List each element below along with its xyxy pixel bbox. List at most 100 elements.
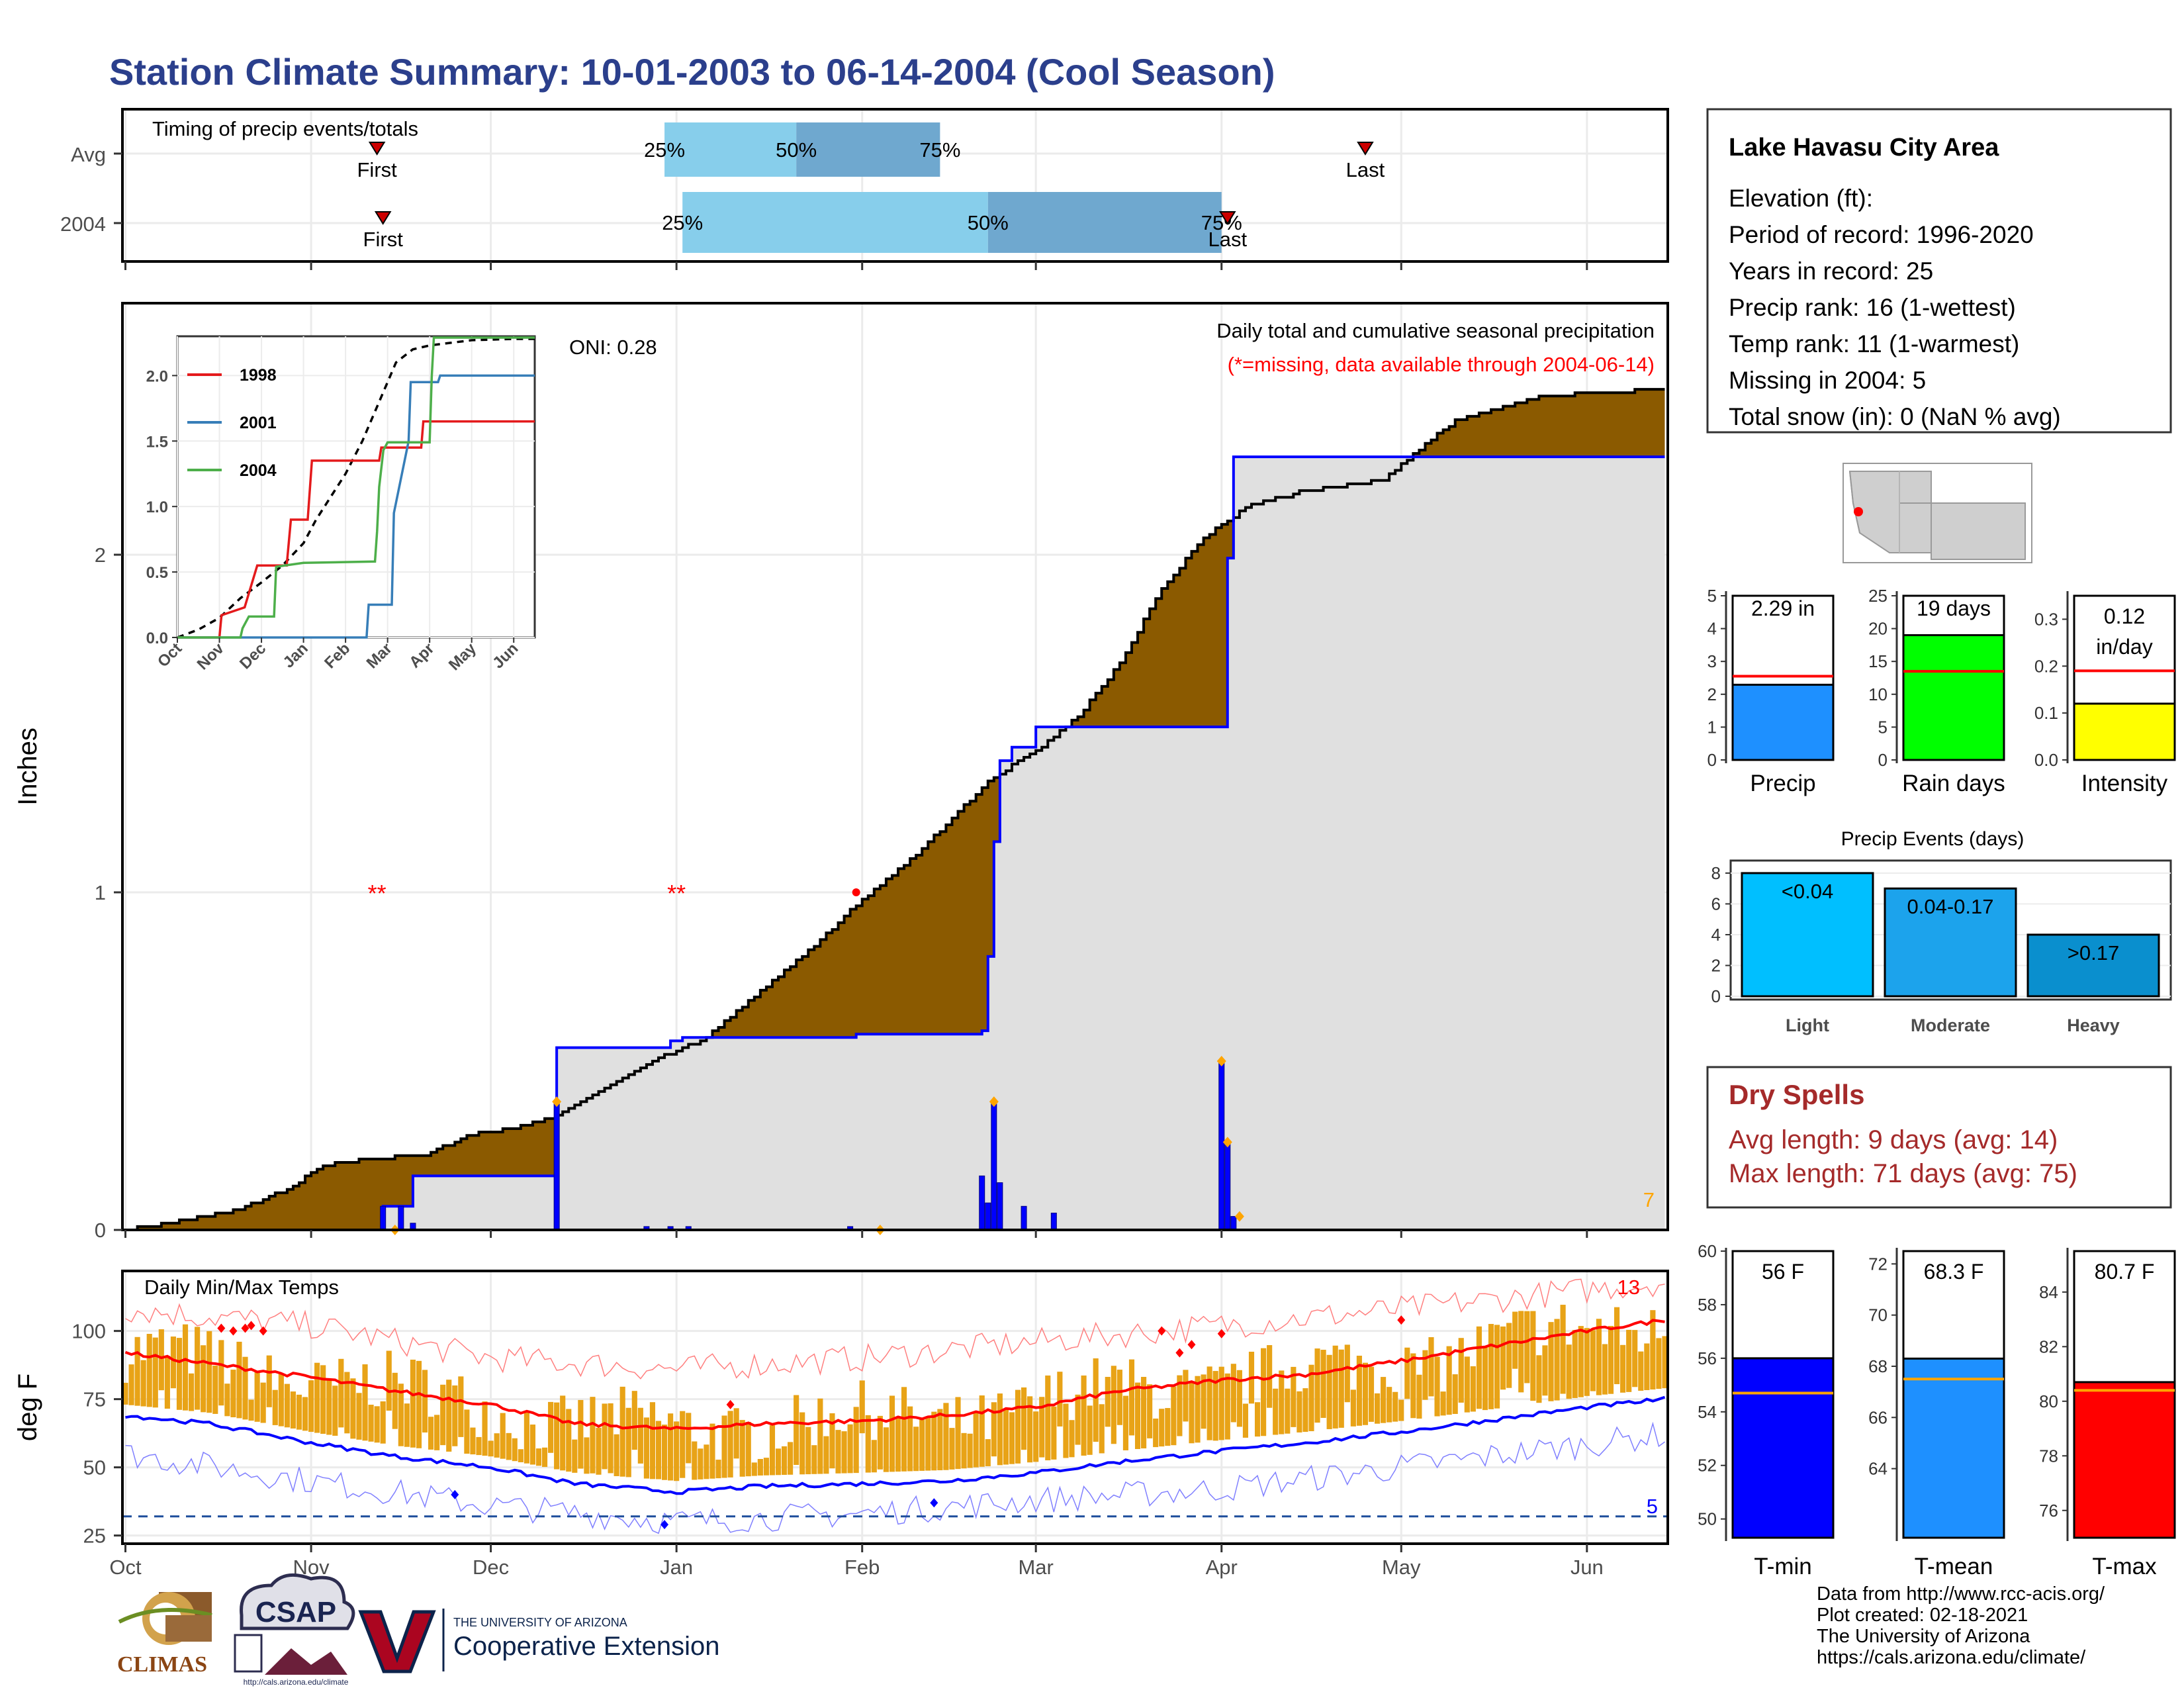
daily-temp-bar <box>1500 1326 1506 1390</box>
temp-bar-tick-label: 50 <box>1698 1509 1717 1529</box>
daily-temp-bar <box>1530 1311 1536 1401</box>
daily-temp-bar <box>446 1380 452 1452</box>
daily-temp-bar <box>674 1421 680 1481</box>
inset-legend-label: 2004 <box>240 461 277 480</box>
daily-precip-bar <box>997 1182 1003 1231</box>
daily-temp-bar <box>1206 1366 1212 1440</box>
daily-temp-bar <box>398 1383 404 1446</box>
daily-temp-bar <box>1362 1362 1369 1425</box>
record-max-line <box>125 1278 1665 1380</box>
daily-temp-bar <box>698 1448 704 1479</box>
daily-temp-bar <box>829 1413 835 1469</box>
daily-temp-bar <box>158 1329 164 1391</box>
info-line: Precip rank: 16 (1-wettest) <box>1729 294 2016 321</box>
daily-temp-bar <box>1051 1406 1057 1460</box>
month-tick-label: Dec <box>473 1556 509 1579</box>
daily-temp-bar <box>248 1399 254 1421</box>
daily-temp-bar <box>506 1432 512 1460</box>
record-precip-marker <box>552 1096 562 1107</box>
record-high-marker <box>229 1326 238 1336</box>
daily-temp-bar <box>152 1337 158 1408</box>
record-high-marker <box>1158 1326 1166 1336</box>
daily-temp-bar <box>979 1395 985 1467</box>
daily-temp-bar <box>841 1431 847 1474</box>
daily-temp-bar <box>1320 1350 1326 1418</box>
daily-temp-bar <box>643 1417 649 1479</box>
missing-day-marker: ** <box>368 880 387 907</box>
csap-logo: CSAP http://cals.arizona.edu/climate <box>234 1573 355 1687</box>
missing-day-marker: ** <box>667 880 686 907</box>
inset-ytick-label: 0.5 <box>146 564 168 582</box>
daily-precip-bar <box>1218 1060 1225 1231</box>
daily-temp-bar <box>440 1384 446 1446</box>
daily-temp-bar <box>1285 1388 1291 1434</box>
daily-temp-bar <box>1536 1355 1542 1403</box>
daily-temp-bar <box>1128 1359 1135 1436</box>
daily-temp-bar <box>482 1401 488 1456</box>
daily-temp-bar <box>1212 1371 1218 1441</box>
inset-ytick-label: 1.0 <box>146 498 168 516</box>
daily-temp-bar <box>692 1441 698 1480</box>
inset-series-line-2004 <box>177 336 535 639</box>
timing-last-label: Last <box>1346 158 1385 181</box>
daily-temp-bar <box>625 1407 631 1477</box>
daily-temp-bar <box>1099 1404 1105 1454</box>
csap-text: CSAP <box>255 1596 336 1628</box>
daily-temp-bar <box>614 1434 619 1476</box>
mini-bar-tick-label: 5 <box>1878 717 1888 737</box>
temp-count-low: 5 <box>1647 1495 1658 1518</box>
daily-temp-bar <box>1584 1328 1590 1396</box>
dry-spells-box: Dry Spells Avg length: 9 days (avg: 14) … <box>1706 1066 2172 1209</box>
daily-temp-bar <box>1416 1374 1422 1419</box>
daily-temp-bar <box>985 1439 991 1466</box>
average-max-line <box>124 1319 1665 1430</box>
record-high-marker <box>1397 1315 1406 1325</box>
daily-temp-bar <box>1662 1336 1668 1389</box>
temp-bar-tick-label: 56 <box>1698 1348 1717 1368</box>
inset-average-line <box>177 338 535 639</box>
daily-temp-bar <box>386 1350 392 1411</box>
daily-temp-bar <box>1356 1356 1362 1426</box>
temp-bar-tick-label: 60 <box>1698 1241 1717 1261</box>
daily-temp-bar <box>1644 1343 1650 1391</box>
daily-temp-bar <box>146 1333 152 1407</box>
temp-bar-tick-label: 70 <box>1868 1305 1888 1325</box>
daily-temp-bar <box>434 1415 440 1450</box>
record-low-marker <box>930 1498 938 1508</box>
daily-temp-bar <box>1512 1311 1518 1369</box>
station-marker <box>1854 507 1863 516</box>
mini-bar-fill <box>2073 702 2176 761</box>
daily-temp-bar <box>236 1341 242 1419</box>
daily-temp-bar <box>907 1406 913 1472</box>
daily-temp-bar <box>140 1360 146 1407</box>
average-cumulative-line <box>125 388 1665 1231</box>
daily-temp-bar <box>1404 1347 1410 1399</box>
info-line: Total snow (in): 0 (NaN % avg) <box>1729 403 2061 430</box>
timing-p50-label: 50% <box>776 138 817 162</box>
inset-ytick-label: 1.5 <box>146 433 168 451</box>
events-bar-name: Moderate <box>1911 1015 1990 1035</box>
daily-temp-bar <box>1165 1408 1171 1446</box>
daily-temp-bar <box>356 1393 362 1440</box>
daily-temp-bar <box>1045 1375 1051 1461</box>
daily-temp-bar <box>189 1373 195 1411</box>
month-tick-label: Apr <box>1206 1556 1238 1579</box>
daily-temp-bar <box>458 1376 464 1437</box>
mini-bar-tick-label: 0 <box>1878 750 1888 770</box>
mini-bar-tick-label: 0.3 <box>2034 609 2058 629</box>
daily-temp-bar <box>757 1459 763 1476</box>
events-tick-label: 2 <box>1711 955 1721 975</box>
daily-temp-bar <box>1015 1389 1021 1464</box>
temp-panel: 25 50 75 100 Daily Min/Max Temps 13 5 deg F… <box>13 1270 1669 1579</box>
daily-temp-bar <box>811 1445 817 1474</box>
daily-temp-bar <box>895 1417 901 1472</box>
daily-temp-bar <box>1524 1311 1530 1383</box>
info-line: Temp rank: 11 (1-warmest) <box>1729 330 2019 357</box>
footer-line: Data from http://www.rcc-acis.org/ <box>1817 1583 2105 1605</box>
temp-bar-tick-label: 54 <box>1698 1402 1717 1422</box>
daily-temp-bar <box>1620 1344 1626 1393</box>
temp-bar-tick-label: 52 <box>1698 1456 1717 1476</box>
daily-temp-bar <box>1302 1388 1308 1432</box>
